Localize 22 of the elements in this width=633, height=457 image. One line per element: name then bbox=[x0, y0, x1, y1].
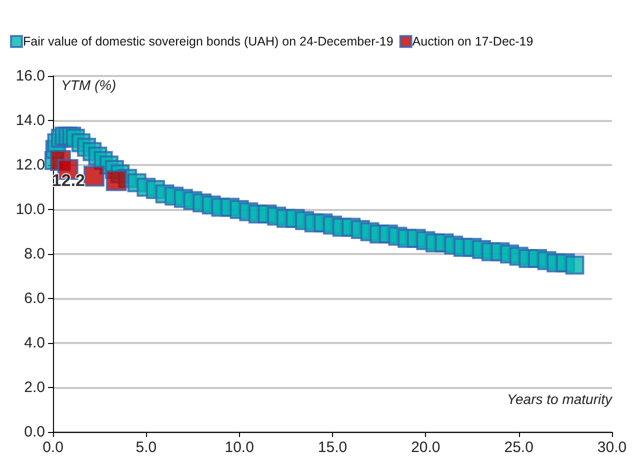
y-tick-label: 4.0 bbox=[24, 334, 45, 352]
x-tick-label: 0.0 bbox=[42, 439, 64, 456]
y-tick-label: 12.0 bbox=[16, 156, 45, 174]
y-tick-label: 16.0 bbox=[16, 68, 45, 84]
point bbox=[106, 170, 127, 192]
y-axis-title: YTM (%) bbox=[61, 77, 116, 93]
legend-label: Auction on 17-Dec-19 bbox=[412, 34, 534, 48]
x-tick-label: 20.0 bbox=[411, 439, 440, 456]
y-tick-label: 2.0 bbox=[24, 379, 45, 396]
x-tick-label: 25.0 bbox=[504, 439, 534, 456]
y-tick-label: 0.0 bbox=[24, 424, 45, 440]
x-axis-title: Years to maturity bbox=[506, 391, 613, 407]
y-tick-label: 14.0 bbox=[16, 112, 45, 129]
y-tick-label: 8.0 bbox=[24, 246, 45, 262]
x-tick-label: 30.0 bbox=[597, 439, 627, 456]
legend-label: Fair value of domestic sovereign bonds (UAH) on 24-December-19 bbox=[23, 34, 394, 48]
y-tick-label: 6.0 bbox=[24, 290, 45, 307]
x-tick-label: 15.0 bbox=[318, 439, 348, 456]
x-tick-label: 5.0 bbox=[136, 439, 157, 456]
point bbox=[83, 166, 104, 187]
y-tick-label: 10.0 bbox=[16, 201, 45, 218]
x-tick-label: 10.0 bbox=[224, 439, 254, 456]
